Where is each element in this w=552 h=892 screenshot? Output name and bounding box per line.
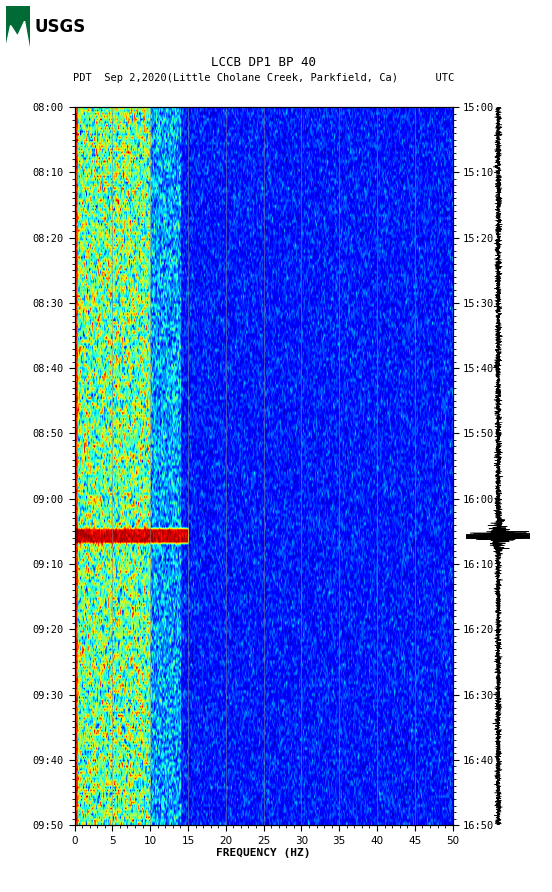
Text: PDT  Sep 2,2020(Little Cholane Creek, Parkfield, Ca)      UTC: PDT Sep 2,2020(Little Cholane Creek, Par… — [73, 73, 454, 84]
Text: USGS: USGS — [34, 18, 86, 36]
Text: LCCB DP1 BP 40: LCCB DP1 BP 40 — [211, 56, 316, 69]
Bar — [6, 6, 30, 49]
X-axis label: FREQUENCY (HZ): FREQUENCY (HZ) — [216, 848, 311, 858]
Polygon shape — [6, 21, 30, 49]
